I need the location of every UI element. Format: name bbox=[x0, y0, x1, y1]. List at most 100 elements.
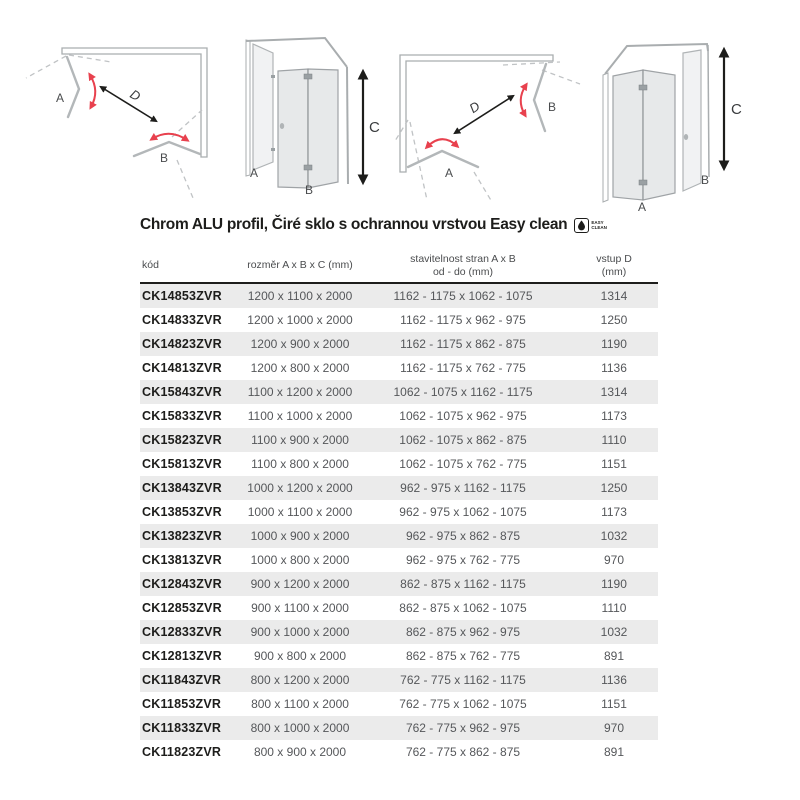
table-row: CK13813ZVR 1000 x 800 x 2000 962 - 975 x 7… bbox=[140, 548, 658, 572]
header-adjustability-label: stavitelnost stran A x B bbox=[410, 253, 516, 265]
label-c: C bbox=[731, 101, 742, 118]
side-hinge-top bbox=[271, 75, 275, 78]
adjustability-cell: 1162 - 1175 x 962 - 975 bbox=[400, 313, 526, 328]
droplet-icon bbox=[574, 217, 590, 233]
table-row: CK14823ZVR 1200 x 900 x 2000 1162 - 1175 x… bbox=[140, 332, 658, 357]
adjustability-cell: 1062 - 1075 x 962 - 975 bbox=[399, 409, 527, 424]
left-wall-profile bbox=[602, 72, 609, 203]
door-knob bbox=[683, 134, 689, 140]
badge-line1: EASY bbox=[591, 220, 604, 225]
table-row: CK13823ZVR 1000 x 900 x 2000 962 - 975 x 8… bbox=[140, 524, 658, 549]
code-cell: CK15833ZVR bbox=[142, 409, 222, 424]
entry-width-cell: 1136 bbox=[570, 668, 658, 693]
header-code-label: kód bbox=[142, 259, 159, 272]
door-b-panels bbox=[132, 140, 202, 158]
dimensions-cell: 1100 x 800 x 2000 bbox=[251, 457, 349, 472]
entry-width-cell: 1136 bbox=[601, 361, 627, 376]
code-cell: CK14853ZVR bbox=[140, 283, 244, 309]
entry-width-cell: 1151 bbox=[601, 457, 627, 472]
dimensions-cell: 1200 x 1100 x 2000 bbox=[244, 283, 356, 309]
entry-width-cell: 1314 bbox=[570, 283, 658, 309]
entry-width-cell: 970 bbox=[603, 553, 625, 568]
spec-table: kód rozměr A x B x C (mm) stavitelnost s… bbox=[140, 251, 658, 764]
table-row: CK12833ZVR 900 x 1000 x 2000 862 - 875 x 9… bbox=[140, 620, 658, 645]
entry-width-cell: 1250 bbox=[600, 313, 628, 328]
adjustability-cell: 762 - 775 x 1062 - 1075 bbox=[399, 697, 527, 712]
open-position-dashed-lines bbox=[25, 54, 203, 199]
code-cell: CK14823ZVR bbox=[140, 332, 244, 357]
section-title-row: Chrom ALU profil, Čiré sklo s ochrannou … bbox=[140, 216, 607, 234]
adjustability-cell: 1062 - 1075 x 1162 - 1175 bbox=[356, 380, 570, 405]
door-knob bbox=[279, 123, 285, 129]
adjustability-cell: 862 - 875 x 1062 - 1075 bbox=[399, 601, 527, 616]
dimensions-cell: 800 x 900 x 2000 bbox=[253, 745, 347, 760]
dimensions-cell: 1200 x 800 x 2000 bbox=[250, 361, 350, 376]
table-row: CK14813ZVR 1200 x 800 x 2000 1162 - 1175 x… bbox=[140, 356, 658, 380]
label-b: B bbox=[160, 151, 168, 165]
adjustability-cell: 1162 - 1175 x 762 - 775 bbox=[400, 361, 526, 376]
dimensions-cell: 1100 x 900 x 2000 bbox=[244, 428, 356, 453]
entry-width-cell: 1032 bbox=[570, 620, 658, 645]
adjustability-cell: 762 - 775 x 962 - 975 bbox=[356, 716, 570, 741]
code-cell: CK15813ZVR bbox=[142, 457, 222, 472]
table-row: CK15823ZVR 1100 x 900 x 2000 1062 - 1075 x… bbox=[140, 428, 658, 453]
dimensions-cell: 900 x 1200 x 2000 bbox=[244, 572, 356, 597]
easy-clean-badge-text: EASY CLEAN bbox=[591, 220, 607, 230]
fold-door-b-right-panel bbox=[307, 68, 339, 189]
table-row: CK12813ZVR 900 x 800 x 2000 862 - 875 x 76… bbox=[140, 644, 658, 668]
diagram-front-view-left: A B C bbox=[602, 42, 742, 214]
side-glass-a bbox=[252, 43, 274, 171]
dimensions-cell: 900 x 800 x 2000 bbox=[253, 649, 347, 664]
entry-width-cell: 1032 bbox=[570, 524, 658, 549]
diagram-top-view-right: A B D bbox=[25, 47, 208, 199]
adjustability-cell: 862 - 875 x 762 - 775 bbox=[405, 649, 521, 664]
diagram-top-view-left: A B D bbox=[394, 54, 581, 203]
adjustability-cell: 1062 - 1075 x 762 - 775 bbox=[399, 457, 527, 472]
table-row: CK14833ZVR 1200 x 1000 x 2000 1162 - 1175 … bbox=[140, 308, 658, 332]
hinge-top bbox=[638, 84, 648, 91]
swing-arrow-a bbox=[88, 72, 97, 110]
code-cell: CK15843ZVR bbox=[140, 380, 244, 405]
dimensions-cell: 800 x 1200 x 2000 bbox=[244, 668, 356, 693]
hinge-bottom bbox=[638, 179, 648, 186]
dimensions-cell: 800 x 1100 x 2000 bbox=[251, 697, 349, 712]
label-b: B bbox=[305, 183, 313, 197]
label-b: B bbox=[701, 173, 709, 187]
code-cell: CK13853ZVR bbox=[142, 505, 222, 520]
code-cell: CK14833ZVR bbox=[142, 313, 222, 328]
table-row: CK11833ZVR 800 x 1000 x 2000 762 - 775 x 9… bbox=[140, 716, 658, 741]
dimensions-cell: 900 x 1000 x 2000 bbox=[244, 620, 356, 645]
top-frame bbox=[245, 36, 348, 68]
code-cell: CK14813ZVR bbox=[142, 361, 222, 376]
adjustability-cell: 962 - 975 x 1062 - 1075 bbox=[399, 505, 527, 520]
swing-arrow-b bbox=[519, 82, 528, 118]
dimensions-cell: 1000 x 1200 x 2000 bbox=[244, 476, 356, 501]
table-row: CK14853ZVR 1200 x 1100 x 2000 1162 - 1175 … bbox=[140, 283, 658, 309]
code-cell: CK11833ZVR bbox=[140, 716, 244, 741]
adjustability-cell: 762 - 775 x 1162 - 1175 bbox=[356, 668, 570, 693]
door-b-panels bbox=[532, 62, 548, 133]
label-b: B bbox=[548, 100, 556, 114]
entry-width-cell: 891 bbox=[603, 649, 625, 664]
swing-arrow-b bbox=[149, 132, 190, 142]
code-cell: CK11823ZVR bbox=[142, 745, 222, 760]
table-row: CK13843ZVR 1000 x 1200 x 2000 962 - 975 x … bbox=[140, 476, 658, 501]
entry-width-cell: 970 bbox=[570, 716, 658, 741]
dimensions-cell: 1200 x 900 x 2000 bbox=[244, 332, 356, 357]
adjustability-cell: 762 - 775 x 862 - 875 bbox=[405, 745, 521, 760]
column-header-code: kód bbox=[140, 251, 244, 285]
entry-width-cell: 1173 bbox=[601, 409, 627, 424]
adjustability-cell: 862 - 875 x 1162 - 1175 bbox=[356, 572, 570, 597]
table-row: CK15843ZVR 1100 x 1200 x 2000 1062 - 1075 … bbox=[140, 380, 658, 405]
wall-outline bbox=[61, 47, 208, 158]
code-cell: CK12843ZVR bbox=[140, 572, 244, 597]
right-frame bbox=[346, 66, 349, 185]
dimensions-cell: 1000 x 1100 x 2000 bbox=[247, 505, 353, 520]
dimensions-cell: 900 x 1100 x 2000 bbox=[251, 601, 349, 616]
adjustability-cell: 1162 - 1175 x 1062 - 1075 bbox=[356, 283, 570, 309]
table-row: CK15833ZVR 1100 x 1000 x 2000 1062 - 1075 … bbox=[140, 404, 658, 428]
door-a-panels bbox=[406, 149, 480, 169]
badge-line2: CLEAN bbox=[591, 225, 607, 230]
diagram-front-view-right: A B C bbox=[245, 36, 380, 197]
code-cell: CK12833ZVR bbox=[140, 620, 244, 645]
